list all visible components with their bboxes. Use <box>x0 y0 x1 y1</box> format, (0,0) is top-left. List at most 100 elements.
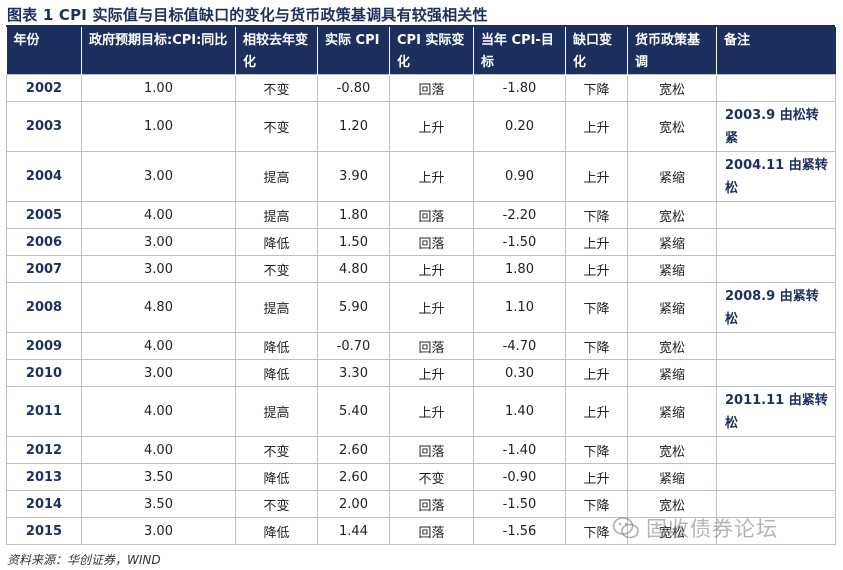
target-cell: 4.00 <box>81 436 236 464</box>
table-row: 2010 3.00 降低 3.30 上升 0.30 上升 紧缩 <box>6 359 836 387</box>
year-cell: 2014 <box>6 490 82 518</box>
actual-cpi-cell: 2.60 <box>317 436 390 464</box>
gap-cell: -1.80 <box>473 74 566 102</box>
actual-cpi-cell: 1.50 <box>317 228 390 256</box>
year-cell: 2007 <box>6 255 82 283</box>
target-change-cell: 提高 <box>235 151 318 202</box>
target-change-cell: 不变 <box>235 255 318 283</box>
target-cell: 3.00 <box>81 517 236 545</box>
year-cell: 2002 <box>6 74 82 102</box>
year-cell: 2011 <box>6 386 82 437</box>
cpi-policy-table: 年份 政府预期目标:CPI:同比 相较去年变化 实际 CPI CPI 实际变化 … <box>6 27 836 545</box>
note-cell <box>716 332 836 360</box>
gap-change-cell: 下降 <box>565 332 628 360</box>
table-row: 2015 3.00 降低 1.44 回落 -1.56 下降 宽松 <box>6 517 836 545</box>
header-actual-change: CPI 实际变化 <box>389 27 474 75</box>
header-gap: 当年 CPI-目标 <box>473 27 566 75</box>
target-cell: 4.00 <box>81 201 236 229</box>
title-rule <box>6 25 835 27</box>
actual-cpi-cell: 1.20 <box>317 101 390 152</box>
target-change-cell: 提高 <box>235 201 318 229</box>
target-change-cell: 降低 <box>235 332 318 360</box>
gap-cell: 0.90 <box>473 151 566 202</box>
policy-cell: 宽松 <box>627 436 717 464</box>
actual-change-cell: 上升 <box>389 101 474 152</box>
gap-change-cell: 下降 <box>565 517 628 545</box>
policy-cell: 紧缩 <box>627 255 717 283</box>
gap-change-cell: 上升 <box>565 151 628 202</box>
header-row: 年份 政府预期目标:CPI:同比 相较去年变化 实际 CPI CPI 实际变化 … <box>6 27 836 75</box>
table-row: 2009 4.00 降低 -0.70 回落 -4.70 下降 宽松 <box>6 332 836 360</box>
actual-cpi-cell: 4.80 <box>317 255 390 283</box>
gap-cell: -0.90 <box>473 463 566 491</box>
target-cell: 1.00 <box>81 74 236 102</box>
actual-change-cell: 回落 <box>389 517 474 545</box>
policy-cell: 紧缩 <box>627 151 717 202</box>
gap-change-cell: 下降 <box>565 436 628 464</box>
actual-change-cell: 上升 <box>389 151 474 202</box>
gap-cell: -1.40 <box>473 436 566 464</box>
table-row: 2008 4.80 提高 5.90 上升 1.10 下降 紧缩 2008.9 由紧转松 <box>6 282 836 333</box>
note-cell: 2004.11 由紧转松 <box>716 151 836 202</box>
note-cell <box>716 359 836 387</box>
year-cell: 2005 <box>6 201 82 229</box>
table-row: 2007 3.00 不变 4.80 上升 1.80 上升 紧缩 <box>6 255 836 283</box>
target-change-cell: 降低 <box>235 517 318 545</box>
header-gap-change: 缺口变化 <box>565 27 628 75</box>
target-cell: 4.00 <box>81 332 236 360</box>
watermark-text: 固收债券论坛 <box>646 517 778 541</box>
note-cell <box>716 228 836 256</box>
gap-cell: 0.20 <box>473 101 566 152</box>
note-cell <box>716 255 836 283</box>
gap-cell: -1.50 <box>473 228 566 256</box>
target-cell: 3.50 <box>81 463 236 491</box>
target-cell: 3.00 <box>81 255 236 283</box>
gap-change-cell: 下降 <box>565 282 628 333</box>
target-change-cell: 不变 <box>235 74 318 102</box>
header-actual-cpi: 实际 CPI <box>317 27 390 75</box>
watermark: 固收债券论坛 <box>612 513 778 543</box>
table-row: 2006 3.00 降低 1.50 回落 -1.50 上升 紧缩 <box>6 228 836 256</box>
policy-cell: 紧缩 <box>627 386 717 437</box>
gap-cell: 1.80 <box>473 255 566 283</box>
note-cell <box>716 74 836 102</box>
header-year: 年份 <box>6 27 82 75</box>
table-row: 2004 3.00 提高 3.90 上升 0.90 上升 紧缩 2004.11 由紧转松 <box>6 151 836 202</box>
actual-change-cell: 回落 <box>389 436 474 464</box>
gap-change-cell: 上升 <box>565 386 628 437</box>
gap-change-cell: 上升 <box>565 255 628 283</box>
actual-cpi-cell: 3.90 <box>317 151 390 202</box>
target-cell: 1.00 <box>81 101 236 152</box>
header-target-change: 相较去年变化 <box>235 27 318 75</box>
table-row: 2005 4.00 提高 1.80 回落 -2.20 下降 宽松 <box>6 201 836 229</box>
year-cell: 2009 <box>6 332 82 360</box>
table-row: 2012 4.00 不变 2.60 回落 -1.40 下降 宽松 <box>6 436 836 464</box>
header-note: 备注 <box>716 27 836 75</box>
wechat-icon <box>612 517 639 539</box>
note-cell <box>716 463 836 491</box>
year-cell: 2003 <box>6 101 82 152</box>
actual-change-cell: 回落 <box>389 74 474 102</box>
policy-cell: 紧缩 <box>627 228 717 256</box>
policy-cell: 宽松 <box>627 332 717 360</box>
actual-change-cell: 上升 <box>389 386 474 437</box>
year-cell: 2012 <box>6 436 82 464</box>
gap-cell: -2.20 <box>473 201 566 229</box>
actual-change-cell: 不变 <box>389 463 474 491</box>
target-cell: 3.00 <box>81 228 236 256</box>
target-change-cell: 提高 <box>235 282 318 333</box>
policy-cell: 宽松 <box>627 201 717 229</box>
target-cell: 4.80 <box>81 282 236 333</box>
actual-cpi-cell: -0.70 <box>317 332 390 360</box>
gap-cell: -1.56 <box>473 517 566 545</box>
year-cell: 2006 <box>6 228 82 256</box>
year-cell: 2013 <box>6 463 82 491</box>
target-change-cell: 不变 <box>235 490 318 518</box>
target-change-cell: 降低 <box>235 463 318 491</box>
target-change-cell: 提高 <box>235 386 318 437</box>
note-cell <box>716 201 836 229</box>
policy-cell: 紧缩 <box>627 359 717 387</box>
gap-change-cell: 下降 <box>565 201 628 229</box>
actual-change-cell: 回落 <box>389 228 474 256</box>
actual-cpi-cell: 2.60 <box>317 463 390 491</box>
